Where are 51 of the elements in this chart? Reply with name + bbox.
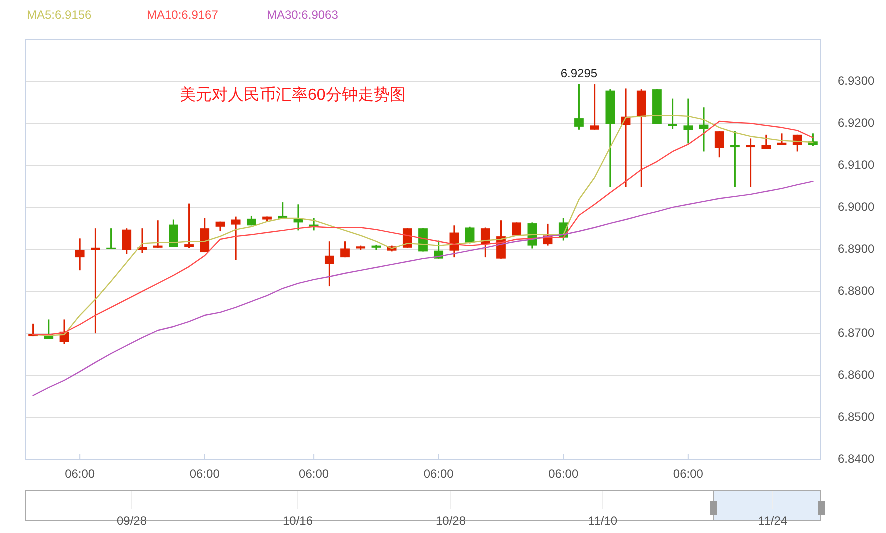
- x-tick-label: 06:00: [673, 467, 704, 482]
- candlestick: [340, 240, 350, 258]
- candlestick: [730, 130, 740, 188]
- y-tick-label: 6.8500: [838, 410, 876, 424]
- y-tick-label: 6.9000: [838, 200, 876, 214]
- annotation: 6.9295: [560, 66, 598, 80]
- candlestick: [200, 218, 210, 254]
- y-tick-label: 6.9200: [838, 116, 876, 130]
- y-tick-label: 6.8900: [838, 242, 876, 256]
- y-tick-label: 6.8800: [838, 284, 876, 298]
- candlestick: [184, 203, 194, 250]
- y-tick-label: 6.8400: [838, 452, 876, 466]
- candlestick: [684, 98, 694, 144]
- candlestick: [668, 98, 678, 130]
- candlestick: [777, 132, 787, 146]
- candlestick: [480, 226, 490, 258]
- candlestick: [231, 216, 241, 262]
- candlestick: [169, 219, 178, 248]
- candlestick: [153, 220, 163, 249]
- x-tick-label: 06:00: [548, 467, 579, 482]
- candlestick: [512, 222, 522, 236]
- candlestick: [122, 228, 132, 255]
- text: 11/10: [588, 514, 618, 528]
- candlestick: [138, 228, 148, 254]
- candlestick: [762, 134, 772, 150]
- candlestick: [699, 106, 709, 152]
- text: MA5:6.9156: [27, 8, 92, 22]
- text: 10/16: [282, 514, 314, 528]
- text: MA30:6.9063: [267, 8, 339, 22]
- candlestick: [574, 83, 584, 131]
- text: 美元对人民币汇率60分钟走势图: [180, 86, 406, 104]
- candlestick: [590, 84, 600, 131]
- candlestick: [91, 228, 100, 334]
- y-tick-label: 6.9300: [838, 74, 876, 88]
- x-tick-label: 06:00: [424, 467, 454, 482]
- x-tick-label: 06:00: [65, 467, 96, 482]
- candlestick: [106, 228, 116, 250]
- line-series: [32, 180, 814, 396]
- text: 10/28: [436, 514, 466, 528]
- candlestick: [746, 138, 756, 188]
- y-tick-label: 6.8600: [838, 368, 876, 382]
- y-tick-label: 6.8700: [838, 326, 876, 340]
- x-tick-label: 06:00: [190, 467, 220, 482]
- candlestick: [324, 240, 334, 288]
- candlestick: [75, 238, 85, 272]
- text: MA10:6.9167: [147, 8, 219, 22]
- y-tick-label: 6.9100: [838, 158, 876, 172]
- text: 11/24: [758, 514, 788, 528]
- text: 09/28: [116, 514, 148, 528]
- candlestick: [714, 130, 724, 158]
- x-tick-label: 06:00: [299, 467, 330, 482]
